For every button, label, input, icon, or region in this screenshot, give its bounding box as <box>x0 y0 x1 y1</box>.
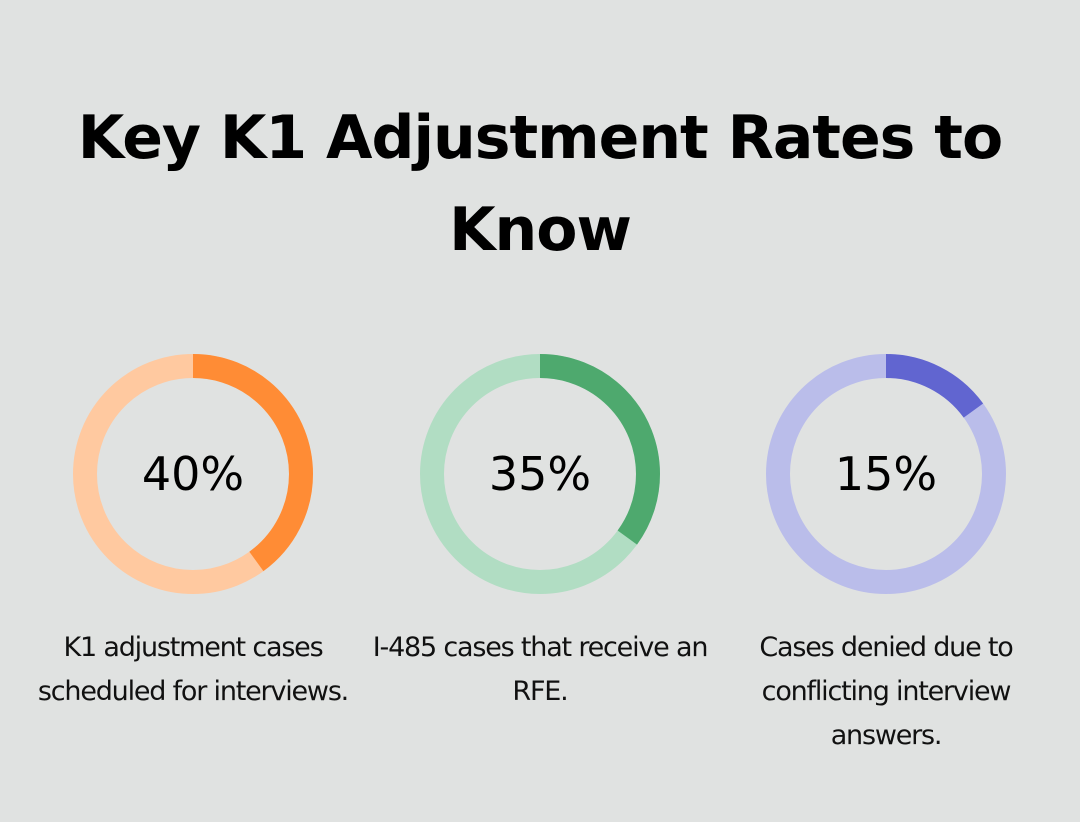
stat-value: 35% <box>488 447 592 501</box>
stat-description: I-485 cases that receive an RFE. <box>372 632 709 707</box>
donut-ring <box>416 350 664 598</box>
page-title: Key K1 Adjustment Rates to Know <box>77 103 1003 265</box>
stat-description: Cases denied due to conflicting intervie… <box>759 632 1013 751</box>
stat-value: 15% <box>834 447 938 501</box>
stat-description: K1 adjustment cases scheduled for interv… <box>37 632 349 707</box>
donut-ring <box>762 350 1010 598</box>
stat-value: 40% <box>141 447 245 501</box>
donut-ring <box>69 350 317 598</box>
